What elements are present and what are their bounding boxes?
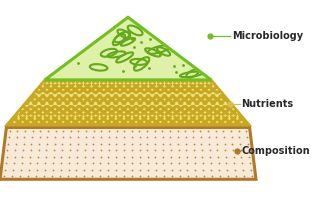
Polygon shape (45, 17, 211, 80)
Polygon shape (0, 127, 256, 179)
Text: Composition: Composition (242, 146, 310, 156)
Text: Microbiology: Microbiology (232, 31, 303, 41)
Polygon shape (6, 80, 250, 125)
Text: Nutrients: Nutrients (242, 99, 294, 109)
